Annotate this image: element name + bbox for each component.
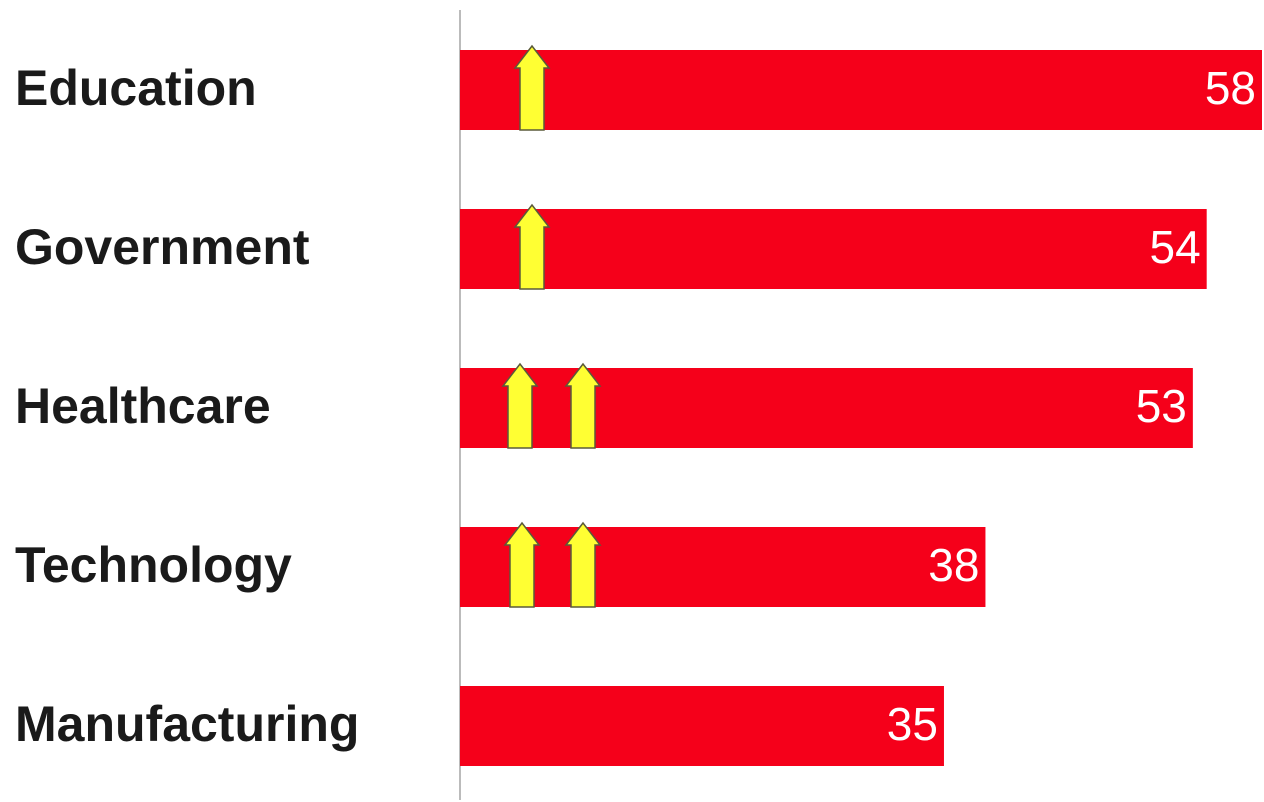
value-label: 53 [1136,380,1187,432]
up-arrow [564,362,602,449]
bar [460,50,1262,130]
category-label: Education [15,60,257,116]
value-label: 35 [887,698,938,750]
value-label: 38 [928,539,979,591]
bar [460,209,1207,289]
up-arrow [503,521,541,608]
up-arrow [564,521,602,608]
trend-arrows [501,44,602,608]
category-label: Healthcare [15,378,271,434]
category-label: Government [15,219,310,275]
value-label: 58 [1205,62,1256,114]
category-label: Technology [15,537,292,593]
up-arrow [501,362,539,449]
up-arrow [513,203,551,290]
bar [460,686,944,766]
bars: Education 58 Government 54 Healthcare 53 Techn… [15,50,1262,766]
up-arrow [513,44,551,131]
bar [460,527,986,607]
category-label: Manufacturing [15,696,359,752]
value-label: 54 [1150,221,1201,273]
